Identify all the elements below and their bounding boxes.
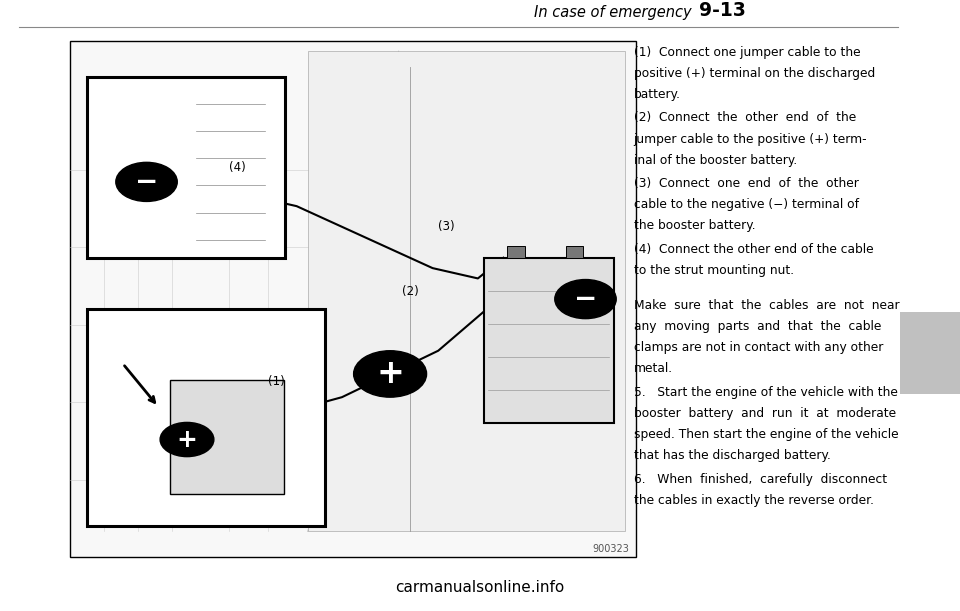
Circle shape — [555, 280, 616, 319]
Text: speed. Then start the engine of the vehicle: speed. Then start the engine of the vehi… — [634, 428, 899, 441]
Bar — [900, 312, 960, 394]
Text: 5.   Start the engine of the vehicle with the: 5. Start the engine of the vehicle with … — [634, 386, 898, 399]
Text: (2)  Connect  the  other  end  of  the: (2) Connect the other end of the — [634, 111, 856, 125]
Text: carmanualsonline.info: carmanualsonline.info — [396, 580, 564, 595]
Text: −: − — [574, 285, 597, 313]
Text: 6.   When  finished,  carefully  disconnect: 6. When finished, carefully disconnect — [634, 472, 887, 486]
Text: the booster battery.: the booster battery. — [634, 219, 756, 232]
Bar — [70, 41, 636, 557]
Circle shape — [116, 163, 178, 202]
Text: booster  battery  and  run  it  at  moderate: booster battery and run it at moderate — [634, 407, 896, 420]
Text: 9-13: 9-13 — [699, 1, 746, 20]
Text: +: + — [177, 428, 198, 452]
Text: cable to the negative (−) terminal of: cable to the negative (−) terminal of — [634, 198, 858, 211]
Text: to the strut mounting nut.: to the strut mounting nut. — [634, 264, 794, 277]
Text: clamps are not in contact with any other: clamps are not in contact with any other — [634, 342, 883, 354]
Text: (3)  Connect  one  end  of  the  other: (3) Connect one end of the other — [634, 177, 858, 190]
Text: Make  sure  that  the  cables  are  not  near: Make sure that the cables are not near — [634, 299, 900, 312]
Text: jumper cable to the positive (+) term-: jumper cable to the positive (+) term- — [634, 133, 867, 145]
Text: (1)  Connect one jumper cable to the: (1) Connect one jumper cable to the — [634, 46, 860, 59]
Text: battery.: battery. — [634, 88, 681, 101]
Bar — [308, 51, 625, 532]
Circle shape — [353, 351, 426, 397]
Text: that has the discharged battery.: that has the discharged battery. — [634, 449, 830, 462]
Bar — [170, 380, 283, 494]
Bar — [87, 77, 285, 258]
Text: −: − — [135, 168, 158, 196]
Text: positive (+) terminal on the discharged: positive (+) terminal on the discharged — [634, 67, 875, 80]
Text: (3): (3) — [439, 221, 455, 233]
Bar — [508, 246, 525, 258]
Bar — [484, 258, 613, 423]
Text: (1): (1) — [269, 375, 285, 388]
Bar — [87, 309, 324, 526]
Text: (2): (2) — [401, 285, 419, 298]
Text: In case of emergency: In case of emergency — [534, 4, 691, 20]
Text: the cables in exactly the reverse order.: the cables in exactly the reverse order. — [634, 494, 874, 507]
Text: 900323: 900323 — [592, 544, 629, 554]
Text: inal of the booster battery.: inal of the booster battery. — [634, 153, 797, 167]
Text: any  moving  parts  and  that  the  cable: any moving parts and that the cable — [634, 320, 881, 333]
Text: +: + — [376, 357, 404, 390]
Circle shape — [160, 422, 214, 456]
Text: (4)  Connect the other end of the cable: (4) Connect the other end of the cable — [634, 243, 874, 255]
Text: (4): (4) — [228, 161, 246, 174]
Text: metal.: metal. — [634, 362, 673, 375]
Bar — [566, 246, 584, 258]
